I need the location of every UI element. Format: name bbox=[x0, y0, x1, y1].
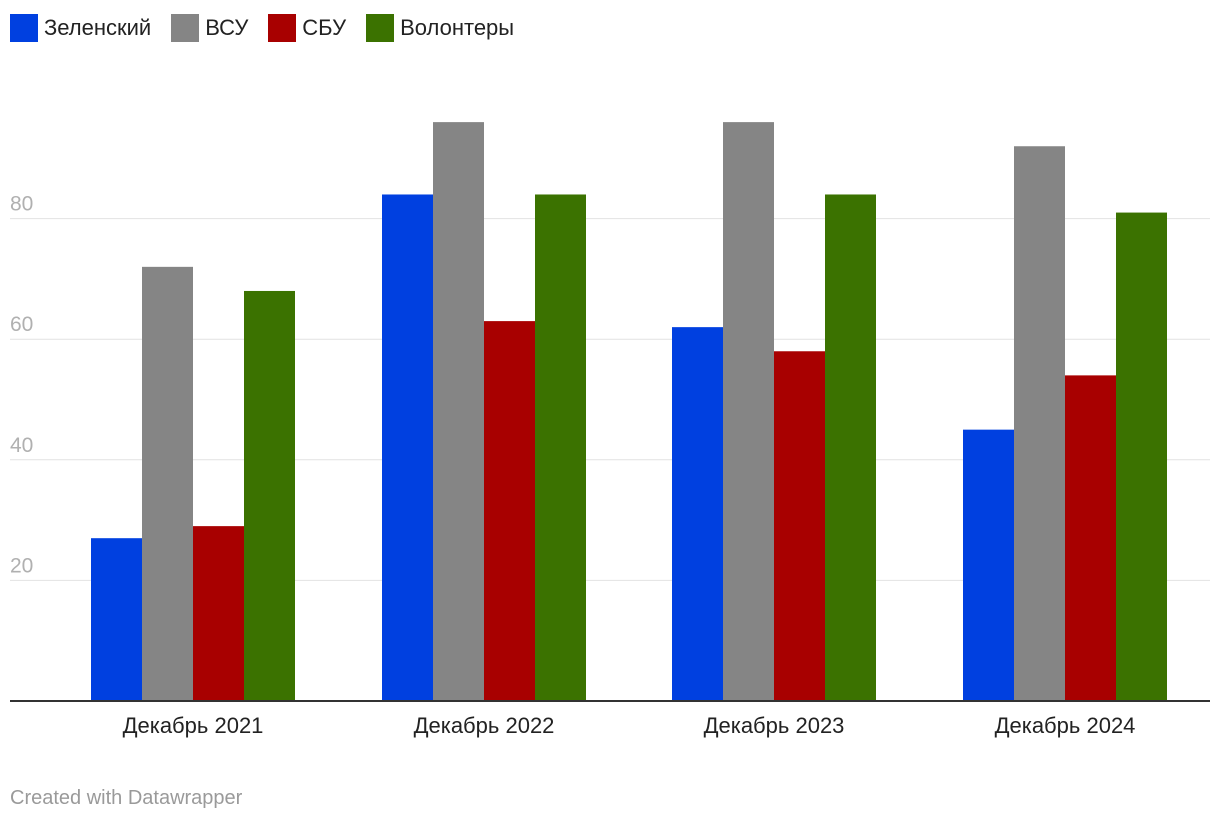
bar-волонтеры-2 bbox=[535, 194, 586, 702]
legend-swatch-volunteers bbox=[366, 14, 395, 42]
x-category-label-3: Декабрь 2023 bbox=[704, 713, 845, 738]
legend-item-sbu: СБУ bbox=[268, 14, 346, 42]
credit-footer: Created with Datawrapper bbox=[10, 787, 243, 809]
y-tick-label-80: 80 bbox=[10, 193, 33, 216]
legend-label-sbu: СБУ bbox=[302, 15, 347, 40]
legend-item-vsu: ВСУ bbox=[171, 14, 248, 42]
bar-волонтеры-3 bbox=[825, 194, 876, 702]
bar-сбу-3 bbox=[774, 351, 825, 701]
y-tick-label-60: 60 bbox=[10, 313, 33, 336]
bar-сбу-1 bbox=[193, 526, 244, 701]
bar-всу-3 bbox=[723, 122, 774, 702]
legend-swatch-vsu bbox=[171, 14, 200, 42]
bar-всу-4 bbox=[1014, 146, 1065, 702]
legend-item-zelensky: Зеленский bbox=[10, 14, 151, 42]
bar-всу-2 bbox=[433, 122, 484, 702]
x-category-label-2: Декабрь 2022 bbox=[414, 713, 555, 738]
legend-label-volunteers: Волонтеры bbox=[400, 15, 515, 40]
bar-волонтеры-1 bbox=[244, 290, 295, 701]
bar-зеленский-3 bbox=[672, 327, 723, 701]
bar-зеленский-2 bbox=[382, 194, 433, 702]
x-category-label-4: Декабрь 2024 bbox=[995, 713, 1136, 738]
legend-swatch-sbu bbox=[268, 14, 297, 42]
bar-волонтеры-4 bbox=[1116, 212, 1167, 701]
legend-label-vsu: ВСУ bbox=[205, 15, 249, 40]
y-tick-label-40: 40 bbox=[10, 434, 33, 457]
y-tick-label-20: 20 bbox=[10, 554, 33, 577]
x-category-label-1: Декабрь 2021 bbox=[123, 713, 264, 738]
bar-сбу-2 bbox=[484, 321, 535, 701]
bar-всу-1 bbox=[142, 266, 193, 701]
legend: Зеленский ВСУ СБУ Волонтеры bbox=[10, 14, 534, 42]
legend-swatch-zelensky bbox=[10, 14, 38, 42]
bar-сбу-4 bbox=[1065, 375, 1116, 701]
legend-item-volunteers: Волонтеры bbox=[366, 14, 514, 42]
bar-зеленский-1 bbox=[91, 538, 142, 701]
bar-зеленский-4 bbox=[963, 429, 1014, 701]
legend-label-zelensky: Зеленский bbox=[44, 15, 152, 40]
